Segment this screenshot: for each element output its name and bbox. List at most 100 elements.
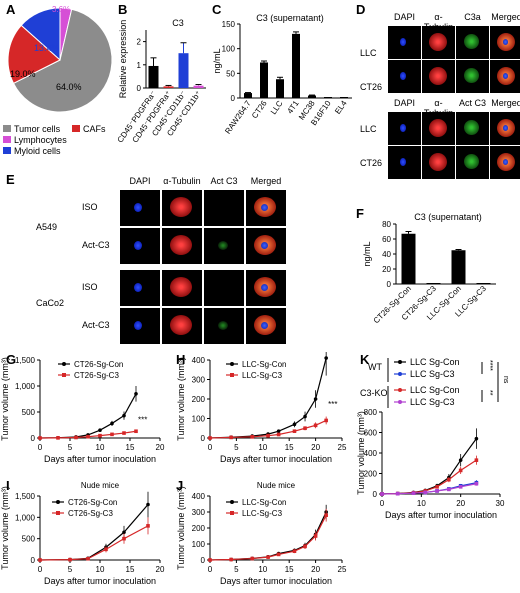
x-axis-label: Days after tumor inoculation [44, 576, 156, 586]
cell-signal [399, 123, 407, 132]
y-tick-label: 0 [373, 490, 378, 499]
data-point [122, 413, 126, 418]
x-tick-label: 20 [311, 565, 320, 574]
micro-d2-r1c3 [456, 112, 489, 145]
data-point [447, 487, 451, 492]
cell-signal [134, 202, 142, 212]
header-d1-1: DAPI [393, 12, 415, 22]
x-tick-label: 5 [234, 443, 239, 452]
micro-e-r3c3 [204, 270, 244, 306]
y-tick-label: 100 [222, 45, 236, 54]
y-tick-label: 200 [192, 395, 206, 404]
cell-signal [428, 66, 447, 85]
micro-e-r1c4 [246, 190, 286, 226]
micro-d2-r1c2 [422, 112, 455, 145]
y-tick-label: 400 [192, 356, 206, 365]
line-chart-h: 0 100 200 300 400 0 5 10 15 20 25 Days after tumor … [176, 352, 347, 464]
micro-d1-r1c4 [490, 26, 520, 59]
x-axis-label: Days after tumor inoculation [220, 576, 332, 586]
x-tick-label: 10 [258, 565, 267, 574]
bar-4 [476, 283, 491, 284]
legend-label-1: LLC-Sg-Con [242, 360, 286, 369]
x-tick-label: 20 [156, 443, 165, 452]
row-label-d2-llc: LLC [360, 124, 377, 134]
micro-d1-r1c2 [422, 26, 455, 59]
micro-e-r4c2 [162, 308, 202, 344]
legend-label-2: LLC-Sg-C3 [242, 371, 283, 380]
data-point [395, 491, 400, 496]
header-e-1: DAPI [129, 176, 151, 186]
legend-marker-1 [230, 500, 234, 504]
y-axis-label: Tumor volume (mm³) [176, 486, 186, 570]
x-tick-label-1: RAW264.7 [223, 99, 253, 136]
cell-signal [464, 154, 480, 170]
data-point [435, 485, 439, 489]
cell-signal [134, 282, 142, 292]
cell-signal [428, 32, 447, 51]
bar-7 [340, 97, 348, 98]
series-line-2 [209, 514, 327, 561]
data-point [313, 534, 318, 538]
x-axis-label: Days after tumor inoculation [44, 454, 156, 464]
y-tick-label: 1 [137, 61, 142, 70]
y-tick-label: 40 [382, 250, 391, 259]
pie-label-magenta: 3.6% [52, 5, 70, 14]
panel-label-j: J [176, 478, 184, 493]
legend-label-1: LLC Sg-Con [410, 357, 460, 367]
legend-label-2: LLC-Sg-C3 [242, 509, 283, 518]
cell-signal [502, 38, 509, 46]
cell-signal [218, 240, 228, 250]
sig-label-1: **** [486, 360, 493, 371]
bar-2 [163, 86, 174, 88]
series-line-1 [209, 511, 327, 561]
bar-chart-f: C3 (supernatant)020406080ng/mLCT26-Sg-Co… [362, 212, 496, 325]
micro-e-r1c2 [162, 190, 202, 226]
x-tick-label: 10 [96, 565, 105, 574]
data-point [250, 435, 255, 439]
y-tick-label: 0 [201, 434, 206, 443]
series-line-1 [39, 393, 137, 439]
y-tick-label: 0 [137, 84, 142, 93]
y-tick-label: 1,500 [15, 356, 36, 365]
bar-3 [178, 53, 189, 88]
panel-label-d: D [356, 2, 366, 17]
pie-label-red: 19.0% [10, 69, 36, 79]
legend-label-2: CT26-Sg-C3 [74, 371, 119, 380]
x-tick-label: 15 [126, 443, 135, 452]
legend-lymphocytes: Lymphocytes [14, 135, 67, 145]
y-axis-label: ng/mL [362, 241, 372, 266]
header-e-3: Act C3 [210, 176, 238, 186]
bar-2 [260, 62, 268, 98]
data-point [38, 558, 42, 562]
cell-signal [502, 124, 509, 132]
panel-label-i: I [6, 478, 10, 493]
data-point [122, 536, 126, 541]
micro-e-r3c1 [120, 270, 160, 306]
data-point [122, 530, 126, 535]
cell-signal [464, 68, 480, 84]
bar-chart-c: C3 (supernatant) 0 50 100 150 ng/mL RAW264.7CT… [212, 13, 352, 136]
cell-signal [464, 120, 480, 136]
microscopy-grid-e: DAPI α-Tubulin Act C3 Merged A549 CaCo2 ISO Act… [0, 172, 356, 352]
panel-label-h: H [176, 352, 186, 367]
x-tick-label: 0 [380, 499, 385, 508]
micro-d2-r1c4 [490, 112, 520, 145]
y-tick-label: 200 [192, 524, 206, 533]
data-point [110, 421, 114, 426]
y-tick-label: 50 [226, 69, 235, 78]
group-label-c3ko: C3-KO [360, 388, 388, 398]
bar-4 [292, 33, 300, 98]
data-point [110, 432, 114, 437]
micro-e-r3c2 [162, 270, 202, 306]
legend-marker-2 [398, 372, 402, 376]
cell-signal [399, 157, 407, 166]
legend-cafs: CAFs [83, 124, 106, 134]
header-d1-4: Merged [491, 12, 520, 22]
data-point [86, 434, 90, 439]
cell-signal [399, 71, 407, 80]
series-line-2 [39, 430, 137, 439]
y-tick-label: 400 [364, 449, 378, 458]
row-label-e-2: Act-C3 [82, 240, 110, 250]
